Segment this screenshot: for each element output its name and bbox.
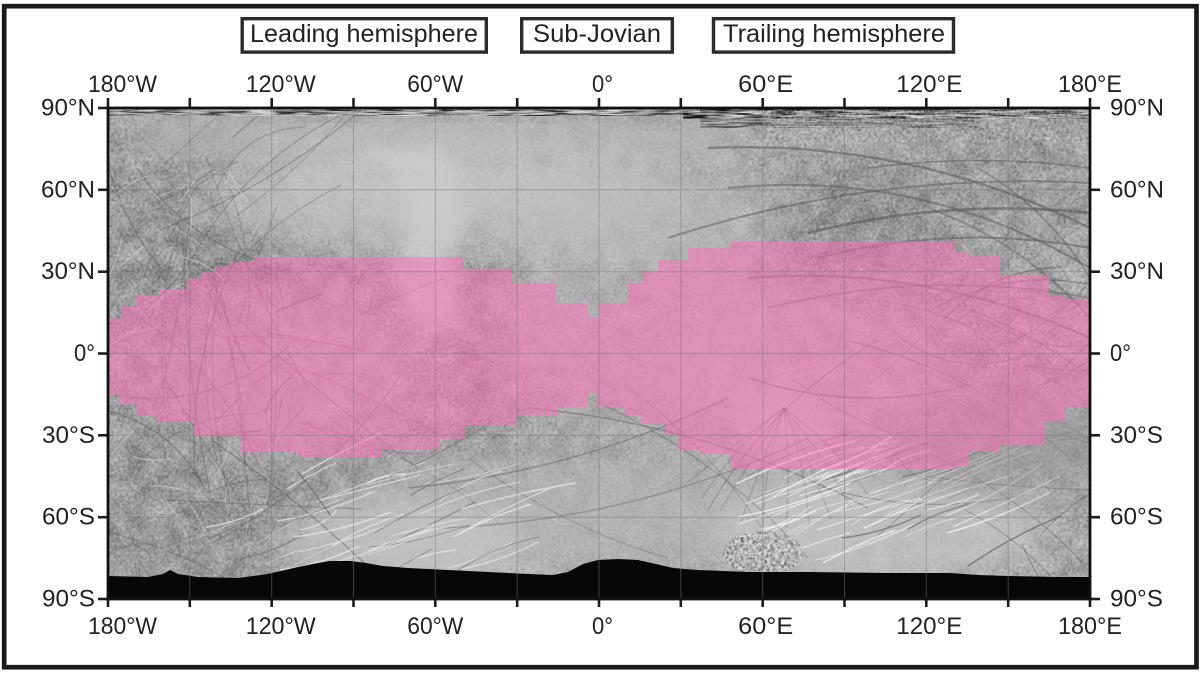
svg-text:60°E: 60°E <box>738 613 793 640</box>
svg-text:60°N: 60°N <box>41 176 95 203</box>
svg-text:30°N: 30°N <box>41 258 95 285</box>
svg-text:60°N: 60°N <box>1110 176 1164 203</box>
svg-text:120°W: 120°W <box>246 71 316 98</box>
svg-text:Leading hemisphere: Leading hemisphere <box>250 20 478 48</box>
svg-text:30°S: 30°S <box>1110 422 1163 449</box>
svg-text:90°S: 90°S <box>42 586 95 613</box>
svg-text:60°W: 60°W <box>407 71 463 98</box>
svg-text:30°S: 30°S <box>42 422 95 449</box>
svg-text:180°W: 180°W <box>88 71 157 98</box>
svg-text:60°W: 60°W <box>407 613 463 640</box>
svg-text:60°E: 60°E <box>738 71 793 98</box>
svg-text:180°E: 180°E <box>1058 613 1122 640</box>
svg-text:120°E: 120°E <box>896 613 962 640</box>
svg-text:120°E: 120°E <box>896 71 962 98</box>
svg-text:Trailing hemisphere: Trailing hemisphere <box>723 20 945 48</box>
svg-text:90°N: 90°N <box>1110 95 1164 122</box>
svg-text:180°W: 180°W <box>88 613 157 640</box>
svg-text:90°N: 90°N <box>41 95 95 122</box>
svg-text:60°S: 60°S <box>42 504 95 531</box>
svg-text:30°N: 30°N <box>1110 258 1164 285</box>
svg-text:180°E: 180°E <box>1058 71 1122 98</box>
svg-text:Sub-Jovian: Sub-Jovian <box>533 20 661 48</box>
svg-text:0°: 0° <box>592 613 613 640</box>
svg-text:60°S: 60°S <box>1110 504 1163 531</box>
svg-text:0°: 0° <box>74 340 95 367</box>
svg-text:0°: 0° <box>592 71 613 98</box>
svg-text:90°S: 90°S <box>1110 586 1163 613</box>
svg-text:120°W: 120°W <box>246 613 316 640</box>
svg-text:0°: 0° <box>1110 340 1131 367</box>
